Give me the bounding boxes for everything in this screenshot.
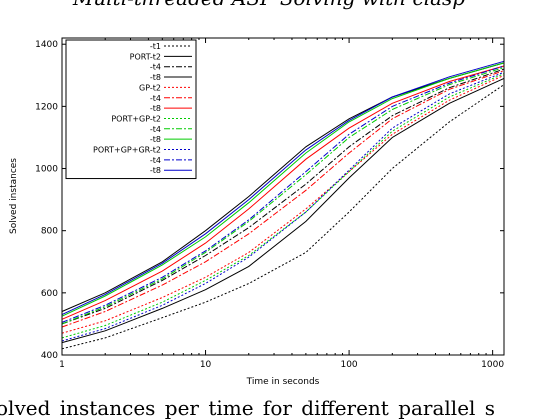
legend-label: PORT+GP+GR-t2 — [93, 146, 161, 155]
legend-label: -t8 — [150, 166, 161, 175]
y-tick-label: 1200 — [35, 102, 58, 112]
legend-label: GP-t2 — [139, 83, 161, 92]
series-line-7 — [61, 73, 505, 339]
legend-box — [65, 39, 197, 180]
series-line-1 — [61, 77, 505, 344]
y-tick-label: 600 — [41, 289, 58, 299]
series-line-9 — [61, 62, 505, 317]
x-tick-label: 1 — [59, 360, 65, 370]
legend-label: -t8 — [150, 73, 161, 82]
series-line-6 — [61, 65, 505, 320]
series-line-12 — [61, 60, 505, 316]
plot-area — [61, 60, 505, 350]
y-tick-label: 1400 — [35, 40, 58, 50]
series-line-4 — [61, 74, 505, 334]
axes: 400 600 800 1000 1200 1400 1 10 100 1000 — [35, 38, 504, 370]
y-axis-label: Solved instances — [9, 158, 19, 234]
y-tick-label: 400 — [41, 351, 58, 361]
legend: -t1PORT-t2-t4-t8GP-t2-t4-t8PORT+GP-t2-t4… — [65, 39, 197, 180]
legend-label: -t8 — [150, 104, 161, 113]
series-line-10 — [61, 71, 505, 342]
series-line-5 — [61, 70, 505, 328]
legend-label: PORT-t2 — [130, 52, 161, 61]
series-line-2 — [61, 68, 505, 325]
series-line-11 — [61, 65, 505, 323]
x-tick-label: 1000 — [481, 360, 504, 370]
legend-label: -t4 — [150, 63, 161, 72]
y-tick-label: 1000 — [35, 165, 58, 175]
x-tick-label: 100 — [340, 360, 357, 370]
x-tick-label: 10 — [200, 360, 212, 370]
series-line-3 — [61, 62, 505, 312]
plot-frame — [61, 37, 505, 356]
x-axis-label: Time in seconds — [246, 377, 320, 387]
legend-label: -t4 — [150, 94, 161, 103]
legend-label: -t1 — [150, 42, 161, 51]
figure-caption-bottom: olved instances per time for different p… — [0, 396, 496, 420]
figure-caption-top: Multi-threaded ASP Solving with clasp — [0, 0, 538, 10]
y-tick-label: 800 — [41, 227, 58, 237]
legend-label: -t4 — [150, 125, 161, 134]
series-line-0 — [61, 84, 505, 350]
solved-instances-chart: 400 600 800 1000 1200 1400 1 10 100 1000 Time in … — [9, 37, 505, 387]
legend-label: -t4 — [150, 156, 161, 165]
legend-label: -t8 — [150, 135, 161, 144]
legend-label: PORT+GP-t2 — [111, 114, 161, 123]
